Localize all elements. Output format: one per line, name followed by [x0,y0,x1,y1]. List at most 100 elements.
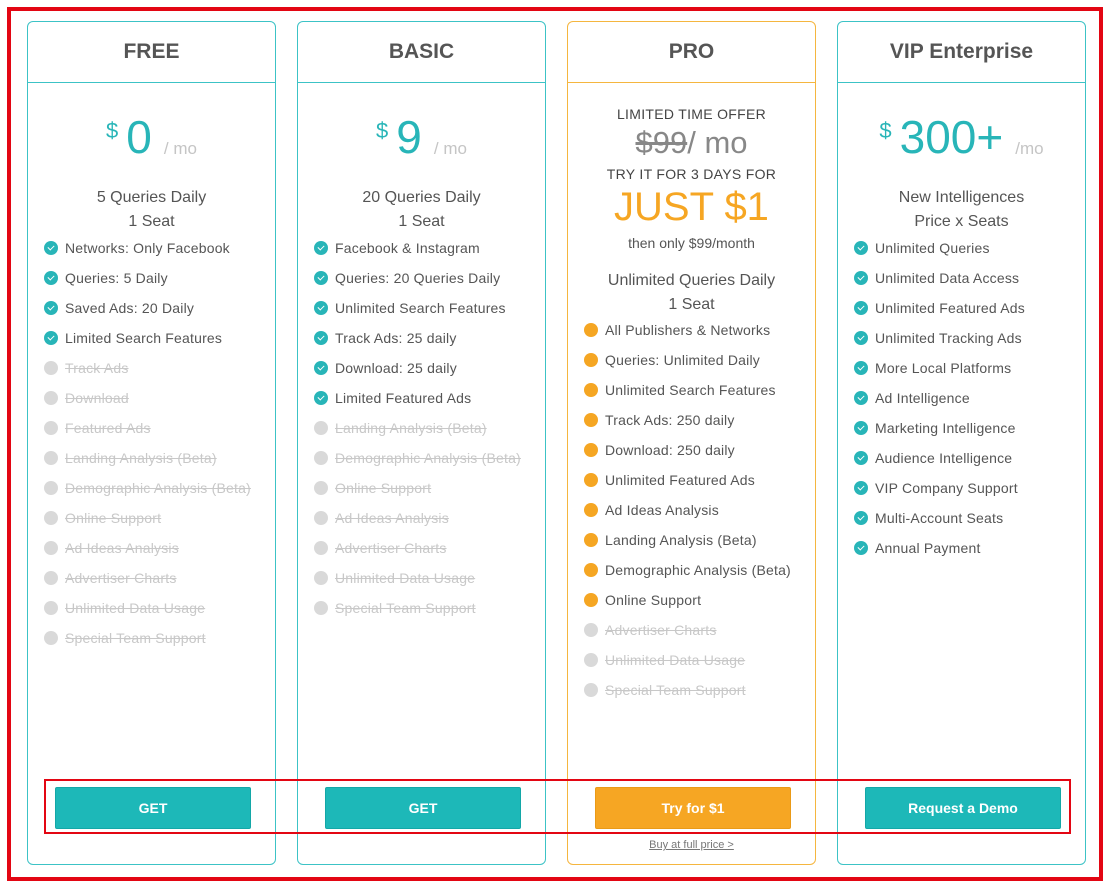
try-pro-button[interactable]: Try for $1 [595,787,791,829]
check-icon [584,413,598,427]
limited-offer: LIMITED TIME OFFER $99/ mo TRY IT FOR 3 … [568,106,815,251]
feature-text: Landing Analysis (Beta) [335,420,487,436]
feature-item: Unlimited Data Usage [584,645,791,675]
offer-label: LIMITED TIME OFFER [616,106,767,122]
check-icon [314,271,328,285]
feature-text: Download [65,390,129,406]
check-icon [314,361,328,375]
disabled-dot-icon [314,571,328,585]
feature-text: Track Ads: 25 daily [335,330,457,346]
feature-text: Queries: Unlimited Daily [605,352,760,368]
feature-item: Featured Ads [44,413,251,443]
feature-text: Multi-Account Seats [875,510,1004,526]
get-basic-button[interactable]: GET [325,787,521,829]
feature-item: Ad Ideas Analysis [584,495,791,525]
summary-queries: 20 Queries Daily [362,189,481,206]
feature-item: Limited Search Features [44,323,251,353]
feature-text: Annual Payment [875,540,981,556]
feature-text: Unlimited Search Features [605,382,776,398]
check-icon [854,541,868,555]
plan-card-pro: PRO LIMITED TIME OFFER $99/ mo TRY IT FO… [567,21,816,865]
buy-full-price-link[interactable]: Buy at full price > [649,839,734,851]
feature-text: Queries: 20 Queries Daily [335,270,501,286]
old-price: $99 [635,125,688,160]
feature-text: More Local Platforms [875,360,1012,376]
deal-price: JUST $1 [614,185,769,230]
feature-item: Landing Analysis (Beta) [314,413,521,443]
feature-item: Demographic Analysis (Beta) [584,555,791,585]
check-icon [314,391,328,405]
feature-item: More Local Platforms [854,353,1025,383]
disabled-dot-icon [314,601,328,615]
price-amount: 0 [126,111,152,163]
feature-item: Advertiser Charts [584,615,791,645]
feature-text: Advertiser Charts [65,570,177,586]
check-icon [854,241,868,255]
check-icon [854,391,868,405]
feature-text: Landing Analysis (Beta) [65,450,217,466]
disabled-dot-icon [44,631,58,645]
feature-item: Unlimited Featured Ads [854,293,1025,323]
feature-text: Marketing Intelligence [875,420,1016,436]
check-icon [44,271,58,285]
disabled-dot-icon [584,653,598,667]
feature-text: Unlimited Data Access [875,270,1020,286]
disabled-dot-icon [584,623,598,637]
feature-text: Unlimited Featured Ads [605,472,755,488]
disabled-dot-icon [314,541,328,555]
plan-title: VIP Enterprise [838,22,1085,83]
feature-text: Online Support [605,592,702,608]
feature-text: Unlimited Featured Ads [875,300,1025,316]
feature-item: Track Ads [44,353,251,383]
check-icon [584,593,598,607]
check-icon [584,503,598,517]
request-demo-button[interactable]: Request a Demo [865,787,1061,829]
old-price-row: $99/ mo [568,125,815,160]
check-icon [314,241,328,255]
feature-item: Ad Ideas Analysis [314,503,521,533]
feature-item: Queries: 5 Daily [44,263,251,293]
feature-item: Online Support [314,473,521,503]
feature-item: Ad Intelligence [854,383,1025,413]
disabled-dot-icon [44,421,58,435]
trial-label: TRY IT FOR 3 DAYS FOR [606,166,777,183]
feature-text: Unlimited Data Usage [65,600,206,616]
currency-symbol: $ [106,118,119,143]
feature-text: Special Team Support [335,600,476,616]
feature-item: Unlimited Search Features [584,375,791,405]
disabled-dot-icon [44,541,58,555]
disabled-dot-icon [44,361,58,375]
disabled-dot-icon [44,391,58,405]
annotation-outer-frame [7,7,1103,881]
feature-item: Unlimited Search Features [314,293,521,323]
feature-list: All Publishers & Networks Queries: Unlimi… [584,315,791,705]
feature-text: Unlimited Tracking Ads [875,330,1022,346]
check-icon [854,301,868,315]
price-period: /mo [1015,139,1044,158]
feature-item: Queries: Unlimited Daily [584,345,791,375]
feature-text: Demographic Analysis (Beta) [335,450,521,466]
feature-item: Limited Featured Ads [314,383,521,413]
price: $ 0 / mo [28,112,275,163]
summary-pricing: Price x Seats [914,213,1009,230]
plan-card-basic: BASIC $ 9 / mo 20 Queries Daily 1 Seat F… [297,21,546,865]
feature-item: All Publishers & Networks [584,315,791,345]
disabled-dot-icon [44,451,58,465]
disabled-dot-icon [314,421,328,435]
feature-text: Ad Ideas Analysis [65,540,179,556]
plan-summary: Unlimited Queries Daily 1 Seat [568,269,815,317]
feature-list: Networks: Only Facebook Queries: 5 Daily S… [44,233,251,653]
get-free-button[interactable]: GET [55,787,251,829]
check-icon [44,241,58,255]
plan-summary: New Intelligences Price x Seats [838,186,1085,234]
check-icon [314,301,328,315]
feature-text: Unlimited Data Usage [605,652,746,668]
check-icon [854,511,868,525]
feature-item: Unlimited Data Usage [314,563,521,593]
feature-item: Queries: 20 Queries Daily [314,263,521,293]
price-amount: 300+ [899,111,1004,163]
feature-text: Demographic Analysis (Beta) [65,480,251,496]
check-icon [854,481,868,495]
feature-item: Unlimited Featured Ads [584,465,791,495]
disabled-dot-icon [314,451,328,465]
